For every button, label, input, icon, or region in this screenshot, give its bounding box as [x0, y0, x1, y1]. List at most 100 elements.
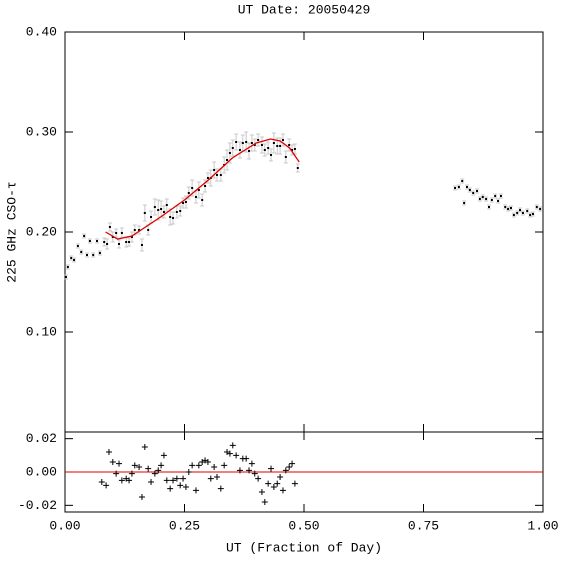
residual-point	[246, 467, 253, 474]
residual-point	[116, 460, 123, 467]
data-point	[531, 213, 534, 215]
data-point	[465, 186, 468, 188]
residual-point	[270, 484, 277, 490]
data-point	[296, 167, 299, 169]
data-point	[162, 211, 165, 213]
data-point	[481, 196, 484, 198]
residual-point	[214, 474, 221, 480]
data-point	[179, 210, 182, 212]
data-point	[539, 208, 542, 210]
residual-point	[289, 460, 296, 467]
x-tick-label: 0.50	[288, 518, 319, 533]
residual-point	[189, 462, 196, 469]
data-point	[253, 144, 256, 146]
residual-point	[217, 485, 224, 492]
data-point	[120, 232, 123, 234]
residual-point	[180, 475, 187, 482]
data-point	[153, 206, 156, 208]
plot-frame	[64, 31, 544, 433]
data-point	[260, 144, 263, 146]
data-point	[206, 177, 209, 179]
residual-point	[261, 499, 268, 505]
data-point	[157, 209, 160, 211]
residual-point	[229, 442, 236, 449]
data-point	[507, 208, 510, 210]
data-point	[85, 254, 88, 256]
data-point	[66, 266, 69, 268]
residual-point	[204, 459, 211, 465]
data-point	[281, 139, 284, 141]
data-point	[267, 147, 270, 149]
data-point	[182, 202, 185, 204]
data-point	[478, 198, 481, 200]
data-point	[197, 189, 200, 191]
residual-point	[277, 474, 284, 480]
residual-point	[145, 465, 152, 472]
data-point	[143, 212, 146, 214]
data-point	[235, 141, 238, 143]
data-point	[125, 241, 128, 243]
data-point	[468, 189, 471, 191]
data-point	[194, 196, 197, 198]
data-point	[165, 204, 168, 206]
residual-point	[255, 475, 262, 482]
residual-point	[182, 484, 189, 490]
data-point	[248, 150, 251, 152]
residual-point	[131, 462, 138, 469]
data-point	[516, 212, 519, 214]
residual-point	[163, 477, 170, 484]
x-tick-label: 0.75	[408, 518, 439, 533]
data-point	[526, 210, 529, 212]
data-point	[463, 202, 466, 204]
residual-point	[282, 467, 289, 474]
residual-point	[141, 444, 148, 450]
residual-point	[233, 452, 240, 459]
data-point	[191, 187, 194, 189]
fit-line	[105, 138, 300, 240]
data-point	[263, 149, 266, 151]
data-point	[279, 145, 282, 147]
data-point	[485, 198, 488, 200]
data-point	[80, 251, 83, 253]
residual-point	[274, 480, 281, 487]
data-point	[216, 174, 219, 176]
data-point	[83, 235, 86, 237]
residual-point	[226, 450, 233, 457]
residual-point	[113, 470, 120, 477]
chart-title: UT Date: 20050429	[238, 2, 371, 17]
y-axis-label: 225 GHz CSO-τ	[4, 181, 19, 282]
y-tick-label: 0.02	[26, 431, 57, 446]
residual-point	[160, 452, 167, 459]
data-point	[476, 190, 479, 192]
data-point	[108, 226, 111, 228]
x-axis-label: UT (Fraction of Day)	[226, 540, 382, 555]
residual-point	[173, 475, 180, 482]
data-point	[118, 243, 121, 245]
residual-point	[148, 479, 155, 485]
data-point	[250, 142, 253, 144]
residual-point	[105, 449, 112, 455]
residual-point	[167, 485, 174, 492]
data-point	[272, 142, 275, 144]
data-point	[293, 148, 296, 150]
data-point	[172, 217, 175, 219]
data-point	[219, 174, 222, 176]
residual-point	[195, 462, 202, 469]
data-point	[291, 149, 294, 151]
data-point	[461, 180, 464, 182]
data-point	[150, 216, 153, 218]
residual-point	[185, 469, 192, 475]
residual-point	[265, 480, 272, 487]
data-point	[504, 206, 507, 208]
residual-point	[291, 480, 298, 487]
residual-point	[126, 477, 133, 484]
residual-point	[151, 470, 158, 477]
data-point	[147, 229, 150, 231]
y-tick-label: -0.02	[18, 498, 57, 513]
residual-point	[103, 482, 110, 489]
data-point	[228, 152, 231, 154]
data-point	[98, 252, 101, 254]
y-tick-label: 0.40	[26, 24, 57, 39]
data-point	[509, 207, 512, 209]
